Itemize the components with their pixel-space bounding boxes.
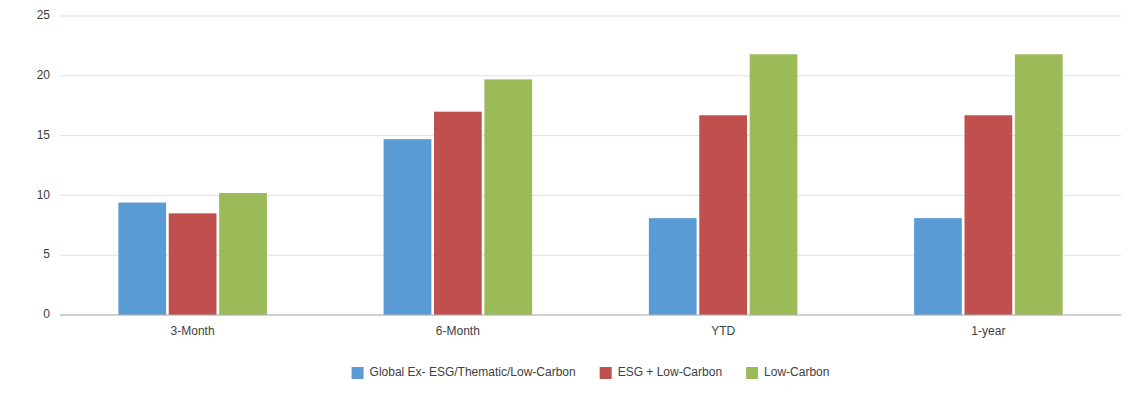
y-tick-label: 0 — [43, 307, 50, 321]
legend-swatch — [746, 367, 758, 379]
legend-swatch — [600, 367, 612, 379]
x-axis: 3-Month 6-Month YTD 1-year — [171, 324, 1006, 338]
bar — [118, 203, 166, 315]
bar — [219, 193, 267, 315]
bar — [484, 79, 532, 315]
grid-line — [60, 315, 1121, 316]
y-tick-label: 10 — [37, 188, 51, 202]
x-tick-label: 6-Month — [436, 324, 480, 338]
grid-line — [60, 75, 1121, 76]
bars — [118, 54, 1062, 315]
y-axis: 0 5 10 15 20 25 — [37, 8, 51, 321]
y-tick-label: 5 — [43, 247, 50, 261]
x-tick-label: 3-Month — [171, 324, 215, 338]
bar — [965, 115, 1013, 315]
legend-item: Global Ex- ESG/Thematic/Low-Carbon — [352, 365, 576, 379]
bar — [699, 115, 747, 315]
legend-label: Global Ex- ESG/Thematic/Low-Carbon — [370, 365, 576, 379]
legend: Global Ex- ESG/Thematic/Low-Carbon ESG + … — [352, 365, 830, 379]
bar — [649, 218, 697, 315]
bar — [434, 112, 482, 315]
legend-item: ESG + Low-Carbon — [600, 365, 722, 379]
x-tick-label: YTD — [711, 324, 735, 338]
bar — [914, 218, 962, 315]
bar — [1015, 54, 1063, 315]
y-tick-label: 25 — [37, 8, 51, 22]
grid-line — [60, 135, 1121, 136]
legend-swatch — [352, 367, 364, 379]
chart-svg: 0 5 10 15 20 25 3-Month 6-Month YTD 1-year Global … — [0, 0, 1141, 405]
chart-container: 0 5 10 15 20 25 3-Month 6-Month YTD 1-year Global … — [0, 0, 1141, 405]
grid — [60, 16, 1121, 315]
grid-line — [60, 16, 1121, 17]
x-tick-label: 1-year — [971, 324, 1005, 338]
legend-label: Low-Carbon — [764, 365, 829, 379]
legend-label: ESG + Low-Carbon — [618, 365, 722, 379]
bar — [384, 139, 432, 315]
x-axis-line — [60, 315, 1121, 316]
bar — [750, 54, 798, 315]
legend-item: Low-Carbon — [746, 365, 829, 379]
y-tick-label: 15 — [37, 128, 51, 142]
bar — [169, 213, 217, 315]
y-tick-label: 20 — [37, 68, 51, 82]
